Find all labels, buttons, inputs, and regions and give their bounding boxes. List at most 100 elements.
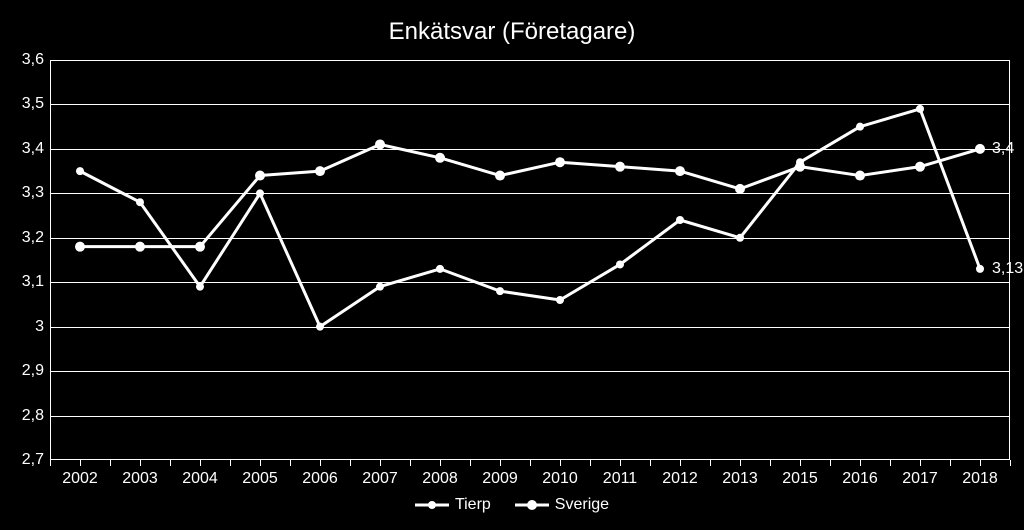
series-marker-tierp xyxy=(976,265,984,273)
legend-item-sverige: Sverige xyxy=(515,496,609,514)
x-category-separator xyxy=(530,460,531,466)
x-category-separator xyxy=(50,460,51,466)
y-tick-label: 3,4 xyxy=(4,140,44,158)
x-category-separator xyxy=(590,460,591,466)
x-tick-label: 2016 xyxy=(842,470,878,488)
x-category-separator xyxy=(290,460,291,466)
series-marker-sverige xyxy=(975,144,985,154)
x-category-separator xyxy=(830,460,831,466)
y-tick-label: 3,6 xyxy=(4,51,44,69)
series-marker-tierp xyxy=(916,105,924,113)
x-category-separator xyxy=(1010,460,1011,466)
x-tick-label: 2009 xyxy=(482,470,518,488)
x-category-separator xyxy=(890,460,891,466)
series-marker-tierp xyxy=(196,283,204,291)
x-tick-label: 2017 xyxy=(902,470,938,488)
legend-item-tierp: Tierp xyxy=(415,496,491,514)
x-tick xyxy=(260,460,261,466)
y-tick-label: 3 xyxy=(4,318,44,336)
x-category-separator xyxy=(950,460,951,466)
x-tick xyxy=(140,460,141,466)
series-line-tierp xyxy=(80,109,980,327)
x-tick-label: 2010 xyxy=(542,470,578,488)
legend: Tierp Sverige xyxy=(0,496,1024,517)
series-marker-sverige xyxy=(735,184,745,194)
series-marker-tierp xyxy=(556,296,564,304)
end-label-sverige: 3,4 xyxy=(992,140,1014,158)
x-tick-label: 2012 xyxy=(662,470,698,488)
x-tick xyxy=(320,460,321,466)
legend-label: Tierp xyxy=(455,496,491,514)
series-marker-tierp xyxy=(376,283,384,291)
x-tick xyxy=(440,460,441,466)
x-tick xyxy=(80,460,81,466)
series-marker-tierp xyxy=(316,323,324,331)
y-tick-label: 2,8 xyxy=(4,407,44,425)
series-marker-sverige xyxy=(675,166,685,176)
series-marker-tierp xyxy=(436,265,444,273)
y-tick-label: 3,2 xyxy=(4,229,44,247)
x-tick-label: 2018 xyxy=(962,470,998,488)
x-tick-label: 2013 xyxy=(722,470,758,488)
x-tick-label: 2005 xyxy=(242,470,278,488)
series-marker-sverige xyxy=(315,166,325,176)
x-category-separator xyxy=(410,460,411,466)
series-marker-tierp xyxy=(616,260,624,268)
x-category-separator xyxy=(710,460,711,466)
x-tick xyxy=(620,460,621,466)
series-marker-sverige xyxy=(615,162,625,172)
series-marker-tierp xyxy=(676,216,684,224)
series-marker-sverige xyxy=(255,171,265,181)
series-marker-tierp xyxy=(736,234,744,242)
end-label-tierp: 3,13 xyxy=(992,260,1023,278)
y-tick-label: 3,3 xyxy=(4,184,44,202)
series-marker-tierp xyxy=(856,123,864,131)
x-tick xyxy=(500,460,501,466)
series-marker-sverige xyxy=(195,242,205,252)
x-tick xyxy=(680,460,681,466)
x-tick-label: 2007 xyxy=(362,470,398,488)
x-category-separator xyxy=(650,460,651,466)
x-category-separator xyxy=(770,460,771,466)
series-marker-sverige xyxy=(555,157,565,167)
x-category-separator xyxy=(470,460,471,466)
x-tick-label: 2004 xyxy=(182,470,218,488)
series-marker-sverige xyxy=(795,162,805,172)
series-marker-tierp xyxy=(136,198,144,206)
series-marker-sverige xyxy=(75,242,85,252)
series-line-sverige xyxy=(80,144,980,246)
series-marker-sverige xyxy=(855,171,865,181)
x-tick xyxy=(920,460,921,466)
series-marker-sverige xyxy=(375,139,385,149)
x-tick-label: 2006 xyxy=(302,470,338,488)
x-tick xyxy=(860,460,861,466)
series-marker-sverige xyxy=(135,242,145,252)
x-tick xyxy=(980,460,981,466)
x-tick-label: 2011 xyxy=(603,470,637,488)
chart-title: Enkätsvar (Företagare) xyxy=(0,18,1024,46)
series-marker-tierp xyxy=(496,287,504,295)
legend-label: Sverige xyxy=(555,496,609,514)
series-svg xyxy=(50,60,1010,460)
x-tick-label: 2002 xyxy=(62,470,98,488)
series-marker-sverige xyxy=(495,171,505,181)
series-marker-tierp xyxy=(76,167,84,175)
x-tick xyxy=(800,460,801,466)
y-tick-label: 3,5 xyxy=(4,95,44,113)
x-category-separator xyxy=(230,460,231,466)
x-tick xyxy=(380,460,381,466)
x-category-separator xyxy=(350,460,351,466)
x-tick-label: 2003 xyxy=(122,470,158,488)
x-tick xyxy=(740,460,741,466)
x-category-separator xyxy=(170,460,171,466)
x-tick xyxy=(560,460,561,466)
x-tick-label: 2008 xyxy=(422,470,458,488)
line-chart: Enkätsvar (Företagare) 2,7 2,8 2,9 3 3,1 3,2 3… xyxy=(0,0,1024,530)
y-tick-label: 3,1 xyxy=(4,273,44,291)
y-tick-label: 2,9 xyxy=(4,362,44,380)
x-category-separator xyxy=(110,460,111,466)
y-tick-label: 2,7 xyxy=(4,451,44,469)
series-marker-sverige xyxy=(915,162,925,172)
x-tick-label: 2015 xyxy=(782,470,818,488)
series-marker-sverige xyxy=(435,153,445,163)
